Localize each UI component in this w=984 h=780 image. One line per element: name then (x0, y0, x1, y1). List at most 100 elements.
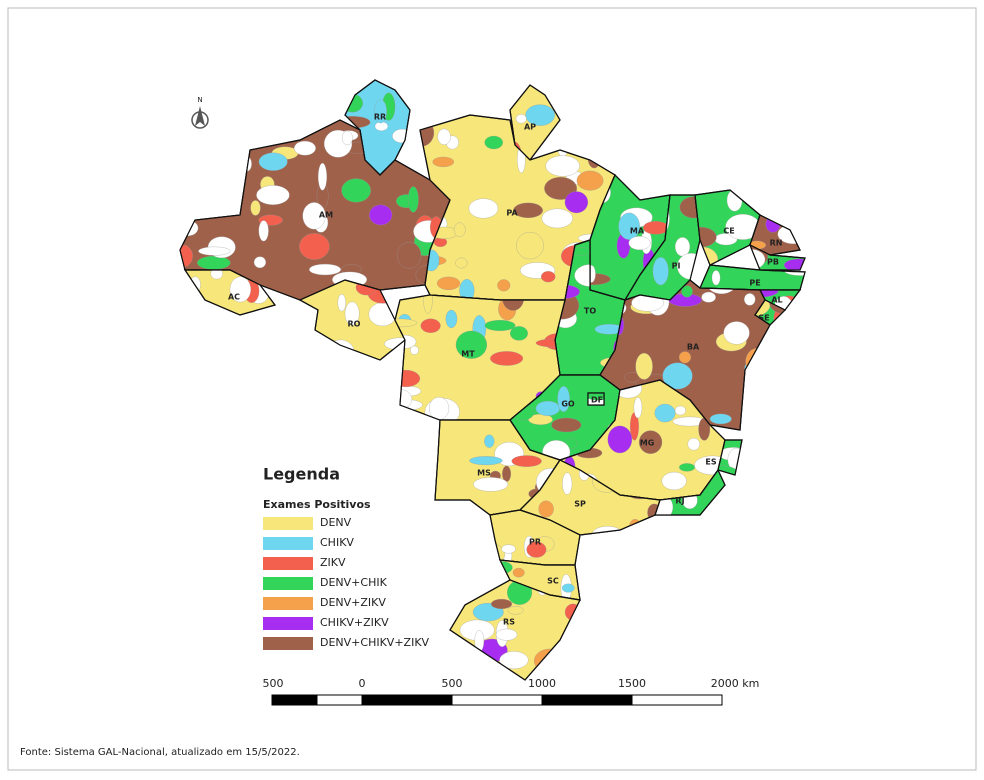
scale-segment (631, 694, 723, 706)
state-patches (189, 270, 270, 304)
region-patch (468, 198, 499, 219)
legend-label: DENV (320, 516, 352, 529)
region-patch (541, 271, 556, 283)
state-label: RR (374, 113, 386, 122)
region-patch (674, 405, 686, 416)
region-patch (420, 318, 441, 333)
state-label: MS (477, 469, 491, 478)
region-patch (679, 463, 695, 472)
region-patch (557, 386, 570, 412)
legend-swatch (263, 517, 313, 530)
region-patch (473, 477, 509, 492)
region-patch (437, 128, 451, 145)
region-patch (551, 417, 582, 433)
state-label: SC (547, 577, 559, 586)
state-border (298, 279, 406, 361)
state-border (449, 579, 581, 681)
state-label: PE (749, 279, 760, 288)
state-label: RO (348, 320, 361, 329)
region-patch (484, 434, 495, 448)
region-patch (638, 430, 663, 454)
legend: DENV CHIKV ZIKV DENV+CHIK DENV+ZIKV CHIKV+ZIK… (263, 516, 430, 650)
legend-label: ZIKV (320, 556, 346, 569)
region-patch (541, 208, 573, 229)
region-patch (709, 413, 732, 425)
scale-segment (316, 694, 363, 706)
state-label: PI (672, 262, 681, 271)
region-patch (561, 583, 575, 593)
region-patch (513, 202, 543, 219)
scale-segment (271, 694, 318, 706)
region-patch (395, 318, 418, 328)
state-label: TO (584, 307, 596, 316)
region-patch (309, 263, 341, 276)
region-patch (725, 213, 760, 240)
region-patch (783, 258, 805, 270)
scale-label: 500 (442, 677, 463, 690)
region-patch (679, 196, 700, 219)
state-border (749, 214, 801, 256)
state-label: SP (574, 500, 586, 509)
region-patch (459, 279, 475, 300)
region-patch (635, 352, 653, 380)
state-label: DF (591, 396, 603, 405)
region-patch (341, 130, 353, 146)
state-label: RN (770, 239, 783, 248)
region-patch (198, 246, 231, 256)
state-border (587, 392, 605, 406)
region-patch (538, 500, 554, 518)
region-patch (618, 212, 640, 240)
scale-label: 1500 (618, 677, 646, 690)
region-patch (229, 276, 251, 303)
region-patch (374, 99, 387, 124)
region-patch (564, 191, 589, 214)
region-patch (250, 200, 261, 216)
region-patch (369, 204, 393, 226)
region-patch (516, 231, 544, 260)
region-patch (453, 222, 466, 238)
region-patch (432, 156, 455, 167)
region-patch (407, 186, 419, 213)
region-patch (652, 257, 669, 286)
region-patch (344, 301, 360, 326)
north-label: N (197, 96, 202, 104)
region-patch (545, 155, 580, 177)
region-patch (256, 185, 290, 205)
region-patch (535, 400, 560, 416)
region-patch (294, 140, 316, 156)
region-patch (711, 270, 721, 286)
scale-segment (361, 694, 453, 706)
state-label: SE (758, 314, 769, 323)
region-patch (484, 135, 503, 150)
state-label: MT (461, 350, 475, 359)
region-patch (501, 544, 516, 554)
region-patch (744, 293, 756, 306)
state-label: PR (529, 538, 541, 547)
state-label: BA (687, 343, 700, 352)
legend-swatch (263, 617, 313, 630)
region-patch (497, 279, 511, 292)
source: Fonte: Sistema GAL-Nacional, atualizado … (20, 747, 300, 758)
region-patch (429, 396, 450, 420)
region-patch (607, 425, 633, 454)
region-patch (661, 471, 687, 491)
region-patch (576, 170, 604, 191)
region-patch (510, 326, 528, 341)
legend-swatch (263, 537, 313, 550)
legend-label: CHIKV (320, 536, 354, 549)
region-patch (662, 362, 693, 390)
region-patch (701, 291, 716, 303)
state-label: MA (630, 227, 645, 236)
state-label: MG (640, 439, 655, 448)
state-label: PA (506, 209, 518, 218)
state-border (717, 439, 743, 476)
region-patch (258, 220, 269, 242)
region-patch (643, 221, 669, 235)
north-arrow: N (191, 96, 209, 129)
region-patch (628, 236, 651, 251)
region-patch (499, 651, 529, 669)
region-patch (633, 397, 643, 419)
region-patch (455, 257, 468, 269)
region-patch (299, 233, 330, 260)
scale-segment (451, 694, 543, 706)
